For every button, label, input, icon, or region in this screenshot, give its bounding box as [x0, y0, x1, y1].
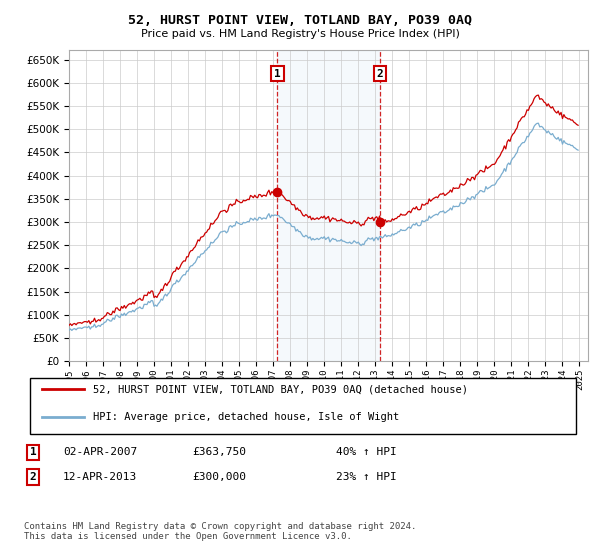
Text: 52, HURST POINT VIEW, TOTLAND BAY, PO39 0AQ: 52, HURST POINT VIEW, TOTLAND BAY, PO39 … [128, 14, 472, 27]
Text: HPI: Average price, detached house, Isle of Wight: HPI: Average price, detached house, Isle… [93, 412, 399, 422]
Text: £363,750: £363,750 [192, 447, 246, 458]
Text: 40% ↑ HPI: 40% ↑ HPI [336, 447, 397, 458]
Text: 2: 2 [29, 472, 37, 482]
Text: 23% ↑ HPI: 23% ↑ HPI [336, 472, 397, 482]
Text: 12-APR-2013: 12-APR-2013 [63, 472, 137, 482]
Text: £300,000: £300,000 [192, 472, 246, 482]
Bar [277, 50, 380, 361]
Text: Contains HM Land Registry data © Crown copyright and database right 2024.
This d: Contains HM Land Registry data © Crown c… [24, 522, 416, 542]
Text: 2: 2 [377, 68, 383, 78]
Text: 02-APR-2007: 02-APR-2007 [63, 447, 137, 458]
Text: 1: 1 [29, 447, 37, 458]
Text: 52, HURST POINT VIEW, TOTLAND BAY, PO39 0AQ (detached house): 52, HURST POINT VIEW, TOTLAND BAY, PO39 … [93, 384, 468, 394]
Text: Price paid vs. HM Land Registry's House Price Index (HPI): Price paid vs. HM Land Registry's House … [140, 29, 460, 39]
Text: 1: 1 [274, 68, 281, 78]
